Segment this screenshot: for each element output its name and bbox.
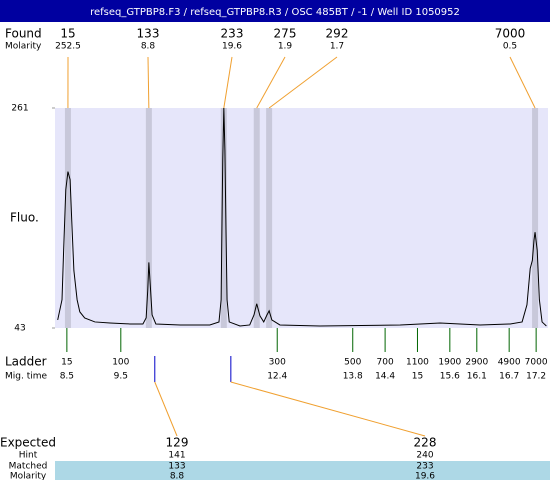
trace xyxy=(57,107,547,327)
found-connector xyxy=(147,56,150,109)
found-label: Found xyxy=(5,27,42,41)
found-connector xyxy=(509,56,536,109)
found-molarity: 8.8 xyxy=(141,42,156,52)
found-molarity: 19.6 xyxy=(222,42,242,52)
y-tick-label: 261 xyxy=(11,104,28,114)
ladder-size: 7000 xyxy=(525,358,548,368)
expected-connector xyxy=(154,381,178,437)
ladder-time: 12.4 xyxy=(267,372,287,382)
expected-label: Expected xyxy=(0,436,56,450)
ladder-label: Ladder xyxy=(5,355,47,369)
found-size: 292 xyxy=(326,27,349,41)
peak-band xyxy=(220,108,227,328)
ladder-size: 2900 xyxy=(465,358,488,368)
y-tick-label: 43 xyxy=(14,324,25,334)
y-label: Fluo. xyxy=(10,211,39,225)
peak-band xyxy=(266,108,273,328)
peak-band xyxy=(145,108,152,328)
matched-row-bg xyxy=(55,461,550,480)
ladder-time: 15 xyxy=(412,372,423,382)
peak-band xyxy=(253,108,260,328)
molarity-label: Molarity xyxy=(10,472,47,480)
ladder-size: 1100 xyxy=(406,358,429,368)
found-size: 7000 xyxy=(495,27,526,41)
expected-matched: 233 xyxy=(416,462,433,472)
expected-hint: 141 xyxy=(168,451,185,461)
title-bar xyxy=(0,0,550,22)
found-molarity: 1.9 xyxy=(278,42,293,52)
ladder-time: 16.7 xyxy=(499,372,519,382)
found-connector xyxy=(256,56,286,109)
expected-size: 228 xyxy=(414,436,437,450)
found-connector xyxy=(268,56,338,109)
expected-size: 129 xyxy=(166,436,189,450)
ladder-size: 100 xyxy=(112,358,129,368)
ladder-time: 9.5 xyxy=(114,372,128,382)
peak-band xyxy=(64,108,71,328)
mig-time-label: Mig. time xyxy=(5,372,47,382)
ladder-size: 15 xyxy=(61,358,72,368)
found-size: 233 xyxy=(221,27,244,41)
expected-molarity: 8.8 xyxy=(170,472,185,480)
expected-connector xyxy=(230,381,426,437)
found-size: 275 xyxy=(274,27,297,41)
ladder-size: 700 xyxy=(377,358,394,368)
title: refseq_GTPBP8.F3 / refseq_GTPBP8.R3 / OS… xyxy=(90,7,460,18)
ladder-time: 14.4 xyxy=(375,372,395,382)
found-molarity: 0.5 xyxy=(503,42,517,52)
found-molarity: 1.7 xyxy=(330,42,344,52)
found-size: 15 xyxy=(60,27,75,41)
expected-molarity: 19.6 xyxy=(415,472,435,480)
found-connector xyxy=(223,56,233,109)
ladder-time: 13.8 xyxy=(343,372,363,382)
ladder-size: 1900 xyxy=(438,358,461,368)
ladder-size: 500 xyxy=(344,358,361,368)
found-size: 133 xyxy=(137,27,160,41)
peak-band xyxy=(532,108,539,328)
expected-matched: 133 xyxy=(168,462,185,472)
ladder-time: 17.2 xyxy=(526,372,546,382)
ladder-time: 15.6 xyxy=(440,372,460,382)
found-molarity-label: Molarity xyxy=(5,42,42,52)
expected-hint: 240 xyxy=(416,451,433,461)
ladder-time: 16.1 xyxy=(467,372,487,382)
ladder-time: 8.5 xyxy=(60,372,74,382)
found-molarity: 252.5 xyxy=(55,42,81,52)
ladder-size: 4900 xyxy=(498,358,521,368)
plot-area xyxy=(55,108,548,328)
ladder-size: 300 xyxy=(269,358,286,368)
matched-label: Matched xyxy=(9,462,48,472)
hint-label: Hint xyxy=(19,451,38,461)
